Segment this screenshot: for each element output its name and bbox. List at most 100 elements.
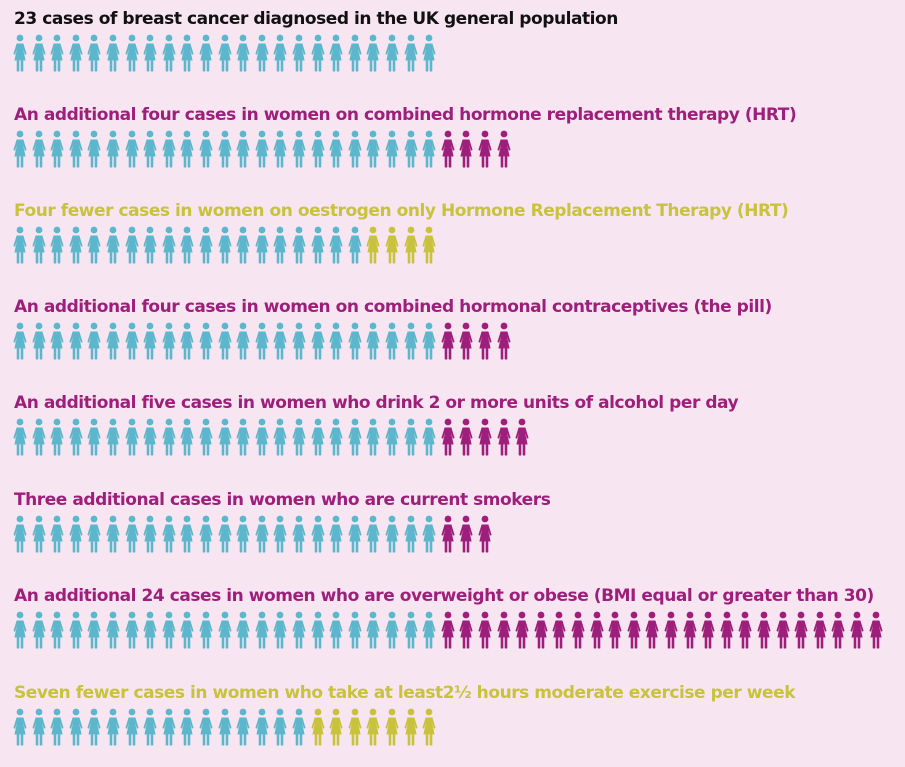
woman-figure-icon <box>365 226 381 264</box>
row-heading: Three additional cases in women who are … <box>14 490 551 510</box>
woman-figure-icon <box>440 130 456 168</box>
woman-figure-icon <box>291 226 307 264</box>
woman-figure-icon <box>68 708 84 746</box>
row-heading: 23 cases of breast cancer diagnosed in t… <box>14 9 618 29</box>
woman-figure-icon <box>105 226 121 264</box>
woman-figure-icon <box>682 611 698 649</box>
woman-figure-icon <box>365 515 381 553</box>
woman-figure-icon <box>198 322 214 360</box>
woman-figure-icon <box>291 515 307 553</box>
woman-figure-icon <box>12 611 28 649</box>
woman-figure-icon <box>384 226 400 264</box>
woman-figure-icon <box>198 130 214 168</box>
woman-figure-icon <box>644 611 660 649</box>
woman-figure-icon <box>737 611 753 649</box>
woman-figure-icon <box>496 418 512 456</box>
woman-figure-icon <box>421 322 437 360</box>
woman-figure-icon <box>86 34 102 72</box>
woman-figure-icon <box>235 322 251 360</box>
woman-figure-icon <box>254 226 270 264</box>
woman-figure-icon <box>105 322 121 360</box>
woman-figure-icon <box>384 418 400 456</box>
row-heading: An additional four cases in women on com… <box>14 297 772 317</box>
woman-figure-icon <box>68 130 84 168</box>
woman-figure-icon <box>124 34 140 72</box>
woman-figure-icon <box>328 515 344 553</box>
woman-figure-icon <box>105 418 121 456</box>
woman-figure-icon <box>421 708 437 746</box>
woman-figure-icon <box>477 322 493 360</box>
woman-figure-icon <box>533 611 549 649</box>
woman-figure-icon <box>384 611 400 649</box>
woman-figure-icon <box>161 708 177 746</box>
woman-figure-icon <box>68 226 84 264</box>
row-heading: An additional five cases in women who dr… <box>14 393 739 413</box>
woman-figure-icon <box>235 611 251 649</box>
woman-figure-icon <box>384 515 400 553</box>
woman-figure-icon <box>849 611 865 649</box>
woman-figure-icon <box>235 418 251 456</box>
woman-figure-icon <box>514 418 530 456</box>
row-heading: An additional four cases in women on com… <box>14 105 797 125</box>
woman-figure-icon <box>328 130 344 168</box>
woman-figure-icon <box>310 226 326 264</box>
woman-figure-icon <box>384 130 400 168</box>
woman-figure-icon <box>254 611 270 649</box>
woman-figure-icon <box>310 708 326 746</box>
woman-figure-icon <box>49 418 65 456</box>
woman-figure-icon <box>142 418 158 456</box>
row-heading: An additional 24 cases in women who are … <box>14 586 874 606</box>
woman-figure-icon <box>310 130 326 168</box>
woman-figure-icon <box>68 611 84 649</box>
woman-figure-icon <box>384 708 400 746</box>
woman-figure-icon <box>142 708 158 746</box>
woman-figure-icon <box>830 611 846 649</box>
woman-figure-icon <box>179 418 195 456</box>
woman-figure-icon <box>421 226 437 264</box>
woman-figure-icon <box>86 226 102 264</box>
woman-figure-icon <box>440 611 456 649</box>
woman-figure-icon <box>31 322 47 360</box>
woman-figure-icon <box>31 611 47 649</box>
woman-figure-icon <box>161 226 177 264</box>
woman-figure-icon <box>179 611 195 649</box>
woman-figure-icon <box>142 130 158 168</box>
woman-figure-icon <box>31 130 47 168</box>
woman-figure-icon <box>719 611 735 649</box>
woman-figure-icon <box>179 34 195 72</box>
woman-figure-icon <box>142 226 158 264</box>
woman-figure-icon <box>179 515 195 553</box>
woman-figure-icon <box>217 322 233 360</box>
woman-figure-icon <box>812 611 828 649</box>
woman-figure-icon <box>496 322 512 360</box>
woman-figure-icon <box>458 130 474 168</box>
woman-figure-icon <box>272 34 288 72</box>
woman-figure-icon <box>328 34 344 72</box>
woman-figure-icon <box>347 418 363 456</box>
woman-figure-icon <box>365 418 381 456</box>
woman-figure-icon <box>272 515 288 553</box>
woman-figure-icon <box>198 226 214 264</box>
woman-figure-icon <box>49 130 65 168</box>
woman-figure-icon <box>179 226 195 264</box>
woman-figure-icon <box>12 130 28 168</box>
row-heading: Four fewer cases in women on oestrogen o… <box>14 201 789 221</box>
woman-figure-icon <box>310 515 326 553</box>
woman-figure-icon <box>49 611 65 649</box>
woman-figure-icon <box>291 708 307 746</box>
woman-figure-icon <box>496 130 512 168</box>
woman-figure-icon <box>272 611 288 649</box>
woman-figure-icon <box>421 130 437 168</box>
woman-figure-icon <box>161 515 177 553</box>
woman-figure-icon <box>272 226 288 264</box>
woman-figure-icon <box>12 34 28 72</box>
woman-figure-icon <box>31 226 47 264</box>
woman-figure-icon <box>440 418 456 456</box>
woman-figure-icon <box>49 226 65 264</box>
woman-figure-icon <box>198 418 214 456</box>
woman-figure-icon <box>421 611 437 649</box>
woman-figure-icon <box>440 515 456 553</box>
woman-figure-icon <box>663 611 679 649</box>
woman-figure-icon <box>124 130 140 168</box>
woman-figure-icon <box>365 34 381 72</box>
